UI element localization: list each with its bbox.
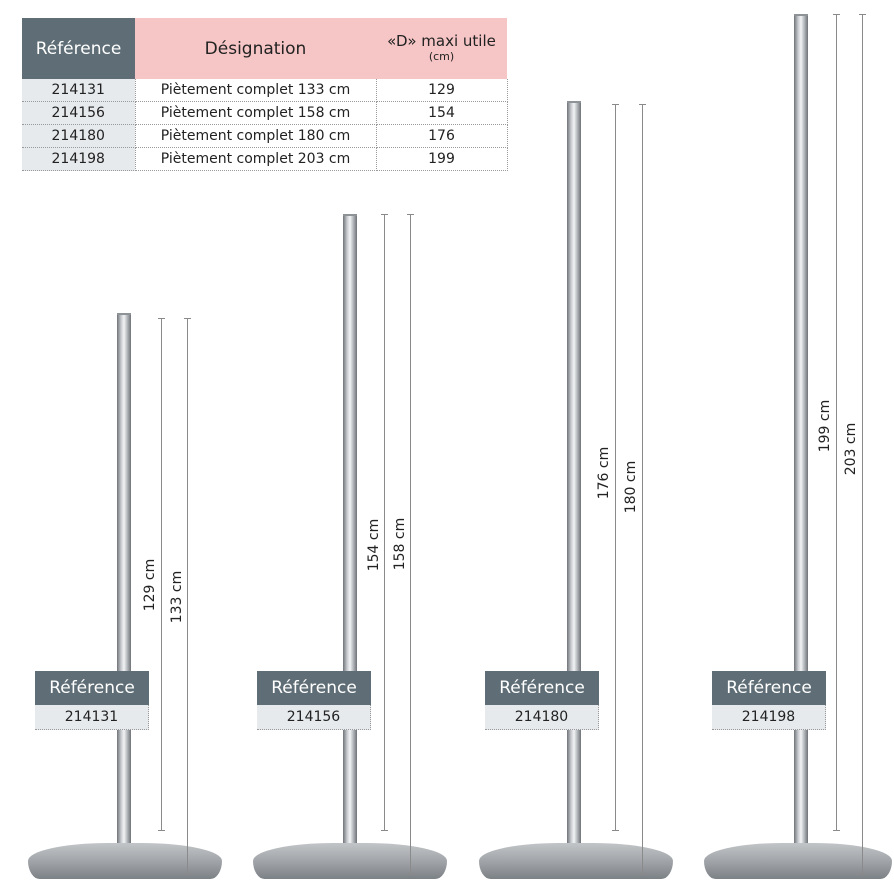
table-header-row: Référence Désignation «D» maxi utile (cm… (22, 18, 507, 79)
dimension-line-inner (158, 318, 165, 831)
dimension-line-inner (833, 14, 840, 831)
dimension-label-inner: 154 cm (366, 516, 382, 574)
stand-pole (117, 313, 131, 850)
reference-box: Référence 214131 (35, 671, 149, 730)
header-max-useful: «D» maxi utile (cm) (376, 18, 507, 79)
reference-box-value: 214198 (712, 705, 826, 730)
reference-box-label: Référence (712, 671, 826, 705)
table-row: 214131 Piètement complet 133 cm 129 (22, 79, 508, 102)
stand-pole (794, 14, 808, 850)
reference-box-value: 214180 (485, 705, 599, 730)
dimension-line-outer (184, 318, 191, 874)
spec-table: Référence Désignation «D» maxi utile (cm… (22, 18, 508, 171)
stand-pole (567, 101, 581, 850)
cell-max-d: 176 (376, 124, 508, 148)
table-row: 214180 Piètement complet 180 cm 176 (22, 124, 508, 148)
stand-base (28, 843, 222, 879)
cell-max-d: 199 (376, 147, 508, 171)
dimension-line-outer (859, 14, 866, 874)
stand-base (479, 843, 673, 879)
reference-box-label: Référence (485, 671, 599, 705)
cell-reference: 214131 (22, 79, 136, 102)
reference-box: Référence 214156 (257, 671, 371, 730)
header-max-useful-unit: (cm) (428, 49, 455, 63)
dimension-label-outer: 133 cm (169, 568, 185, 626)
cell-designation: Piètement complet 203 cm (135, 147, 377, 171)
dimension-label-inner: 176 cm (596, 444, 612, 502)
stand-pole (343, 214, 357, 850)
reference-box-value: 214131 (35, 705, 149, 730)
header-designation: Désignation (135, 18, 376, 79)
cell-reference: 214198 (22, 147, 136, 171)
stand-base (704, 843, 892, 879)
dimension-label-outer: 158 cm (392, 515, 408, 573)
cell-designation: Piètement complet 133 cm (135, 79, 377, 102)
cell-designation: Piètement complet 180 cm (135, 124, 377, 148)
reference-box-value: 214156 (257, 705, 371, 730)
table-row: 214198 Piètement complet 203 cm 199 (22, 147, 508, 171)
dimension-label-outer: 180 cm (623, 458, 639, 516)
table-row: 214156 Piètement complet 158 cm 154 (22, 101, 508, 125)
dimension-line-inner (381, 214, 388, 831)
dimension-label-inner: 199 cm (817, 397, 833, 455)
stand-base (253, 843, 447, 879)
dimension-label-inner: 129 cm (142, 556, 158, 614)
cell-max-d: 129 (376, 79, 508, 102)
reference-box-label: Référence (35, 671, 149, 705)
cell-reference: 214156 (22, 101, 136, 125)
dimension-line-outer (407, 214, 414, 874)
dimension-line-inner (612, 104, 619, 831)
dimension-label-outer: 203 cm (843, 420, 859, 478)
header-reference: Référence (22, 18, 135, 79)
reference-box: Référence 214180 (485, 671, 599, 730)
cell-max-d: 154 (376, 101, 508, 125)
dimension-line-outer (639, 104, 646, 874)
header-max-useful-label: «D» maxi utile (387, 31, 496, 50)
cell-reference: 214180 (22, 124, 136, 148)
reference-box-label: Référence (257, 671, 371, 705)
reference-box: Référence 214198 (712, 671, 826, 730)
cell-designation: Piètement complet 158 cm (135, 101, 377, 125)
